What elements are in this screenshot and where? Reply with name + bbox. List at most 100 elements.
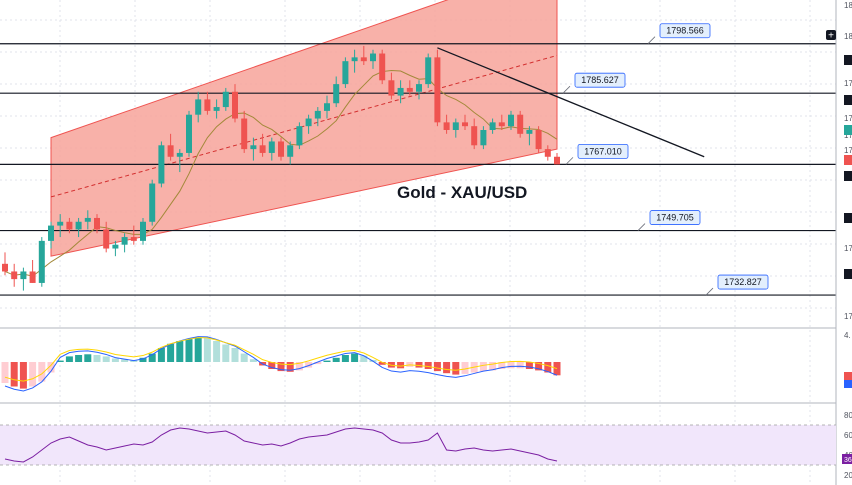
- macd-histogram-bar: [176, 341, 184, 362]
- macd-histogram-bar: [415, 362, 423, 368]
- candle-body: [204, 99, 211, 111]
- candle-body: [517, 114, 524, 134]
- price-axis-tick: 17: [844, 131, 852, 140]
- level-callout-leader: [647, 36, 656, 45]
- macd-histogram-bar: [360, 355, 368, 362]
- macd-histogram-bar: [525, 362, 533, 369]
- level-label-text: 1785.627: [581, 75, 619, 85]
- price-axis-tick: 18: [844, 32, 852, 41]
- candle-body: [149, 183, 156, 222]
- level-label-box: [577, 143, 629, 159]
- level-callout-leader: [637, 223, 646, 231]
- price-axis-tick: 17: [844, 244, 852, 253]
- price-axis: [836, 0, 852, 485]
- macd-histogram-bar: [351, 353, 359, 362]
- level-label-text: 1798.566: [666, 26, 704, 36]
- macd-histogram-bar: [213, 341, 221, 362]
- macd-histogram-bar: [535, 362, 543, 371]
- macd-line: [4, 336, 558, 392]
- plus-icon-glyph: +: [828, 31, 834, 42]
- candle-body: [425, 57, 432, 85]
- macd-histogram-bar: [38, 362, 46, 382]
- candle-body: [250, 145, 257, 150]
- rsi-line: [4, 427, 558, 463]
- level-callout-leader: [705, 287, 714, 296]
- plus-icon-bg: [826, 30, 836, 40]
- macd-histogram-bar: [507, 362, 515, 369]
- candle-body: [222, 91, 229, 108]
- candle-body: [176, 152, 183, 157]
- macd-signal-line: [4, 337, 558, 382]
- macd-histogram-bar: [111, 358, 119, 362]
- candle-body: [342, 61, 349, 85]
- candle-body: [498, 122, 505, 127]
- candle-body: [508, 114, 514, 127]
- macd-histogram-bar: [443, 362, 451, 374]
- candle-body: [2, 263, 8, 272]
- add-level-plus-icon: +: [826, 30, 836, 42]
- candle-body: [434, 57, 441, 123]
- macd-histogram-bar: [424, 362, 432, 369]
- price-axis-tick: 17: [844, 79, 852, 88]
- price-axis-badge: [844, 171, 852, 181]
- candle-body: [360, 57, 367, 62]
- macd-histogram-bar: [479, 362, 487, 372]
- candle-body: [397, 87, 404, 96]
- rsi-axis-tick: 60: [844, 431, 852, 440]
- macd-histogram-bar: [102, 356, 110, 362]
- price-axis-badge: [844, 155, 852, 165]
- macd-histogram-bar: [277, 362, 285, 372]
- candle-body: [305, 118, 312, 127]
- macd-histogram-bar: [268, 362, 276, 369]
- macd-histogram-bar: [553, 362, 561, 376]
- price-axis-badge: [844, 213, 852, 223]
- candle-body: [333, 84, 340, 104]
- candle-body: [268, 141, 275, 153]
- price-axis-tick: 17: [844, 114, 852, 123]
- macd-histogram-bar: [56, 360, 64, 362]
- chart-title: Gold - XAU/USD: [397, 183, 527, 202]
- macd-histogram-bar: [452, 362, 460, 375]
- macd-histogram-bar: [19, 362, 27, 389]
- macd-histogram-bar: [29, 362, 37, 387]
- candle-body: [314, 110, 321, 119]
- rsi-band: [0, 425, 836, 465]
- level-label-text: 1749.705: [656, 213, 694, 223]
- candle-body: [241, 118, 248, 150]
- macd-histogram-bar: [222, 344, 230, 362]
- macd-axis-badge: [844, 380, 852, 388]
- macd-histogram-bar: [305, 362, 313, 368]
- candle-body: [462, 122, 468, 127]
- macd-histogram-bar: [323, 360, 331, 362]
- candle-body: [526, 130, 533, 134]
- candle-body: [94, 217, 100, 230]
- rsi-axis-tick: 80: [844, 411, 852, 420]
- rsi-current-badge: [842, 454, 852, 464]
- candle-body: [471, 126, 478, 146]
- candle-body: [480, 130, 487, 146]
- channel-midline: [50, 54, 558, 198]
- price-axis-tick: 18: [844, 1, 852, 10]
- macd-histogram-bar: [332, 357, 340, 362]
- candle-body: [130, 237, 137, 241]
- candle-body: [452, 122, 459, 130]
- candle-body: [489, 122, 496, 130]
- candle-body: [20, 271, 27, 280]
- macd-histogram-bar: [10, 362, 18, 387]
- candle-body: [554, 156, 560, 165]
- macd-histogram-bar: [489, 362, 497, 371]
- candle-body: [38, 240, 45, 283]
- price-axis-tick: 17: [844, 312, 852, 321]
- candle-body: [29, 271, 36, 283]
- macd-histogram-bar: [240, 353, 248, 362]
- price-axis-badge: [844, 95, 852, 105]
- candle-body: [11, 271, 18, 280]
- macd-histogram-bar: [194, 337, 202, 362]
- macd-histogram-bar: [249, 359, 257, 362]
- candle-body: [443, 122, 450, 130]
- macd-histogram-bar: [148, 353, 156, 362]
- macd-histogram-bar: [121, 359, 129, 362]
- candle-body: [287, 145, 294, 157]
- macd-histogram-bar: [295, 362, 303, 371]
